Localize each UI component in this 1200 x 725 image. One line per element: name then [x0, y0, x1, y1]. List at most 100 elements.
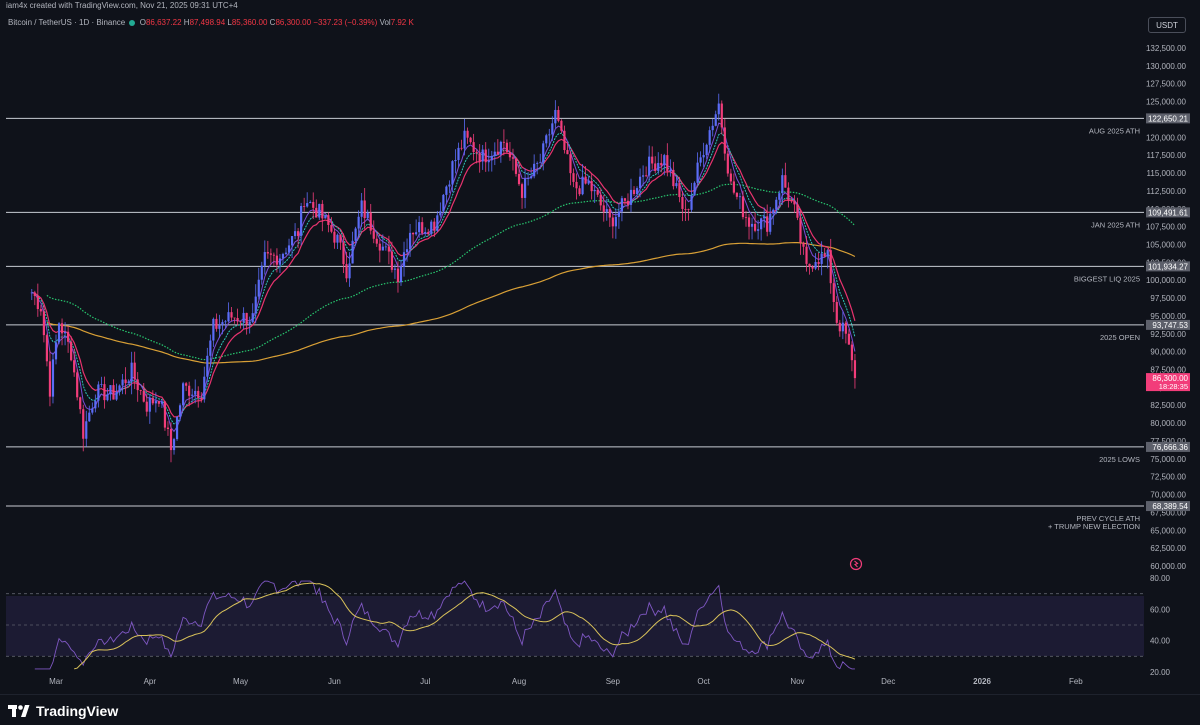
- candle[interactable]: [811, 265, 814, 272]
- candle[interactable]: [563, 125, 566, 154]
- candle[interactable]: [569, 151, 572, 186]
- candle[interactable]: [369, 203, 372, 235]
- candle[interactable]: [136, 372, 139, 402]
- symbol-name[interactable]: Bitcoin / TetherUS · 1D · Binance: [8, 18, 126, 27]
- candle[interactable]: [808, 263, 811, 275]
- candle[interactable]: [623, 197, 627, 206]
- candle[interactable]: [611, 213, 614, 239]
- candle[interactable]: [651, 146, 654, 169]
- candle[interactable]: [399, 259, 403, 286]
- candle[interactable]: [548, 128, 551, 147]
- candle[interactable]: [820, 241, 823, 276]
- candle[interactable]: [200, 392, 203, 403]
- candle[interactable]: [157, 400, 160, 407]
- candle[interactable]: [729, 168, 732, 185]
- candle[interactable]: [197, 386, 200, 408]
- candle[interactable]: [242, 307, 245, 330]
- candle[interactable]: [121, 373, 124, 395]
- candle[interactable]: [505, 139, 509, 153]
- candle[interactable]: [626, 193, 630, 210]
- candle[interactable]: [523, 168, 527, 209]
- candle[interactable]: [772, 208, 775, 225]
- candle[interactable]: [760, 217, 763, 241]
- candle[interactable]: [493, 142, 496, 166]
- candle[interactable]: [194, 379, 197, 404]
- candle[interactable]: [51, 352, 55, 404]
- candle[interactable]: [590, 173, 593, 200]
- candle[interactable]: [814, 253, 817, 271]
- candle[interactable]: [172, 437, 176, 455]
- candle[interactable]: [787, 182, 790, 208]
- candle[interactable]: [275, 248, 279, 273]
- candle[interactable]: [638, 168, 642, 198]
- candle[interactable]: [421, 217, 424, 236]
- candle[interactable]: [850, 341, 854, 372]
- candle[interactable]: [363, 188, 366, 230]
- candle[interactable]: [248, 316, 251, 334]
- candle[interactable]: [94, 394, 97, 413]
- candle[interactable]: [678, 176, 681, 203]
- candle[interactable]: [342, 233, 345, 274]
- candle[interactable]: [448, 180, 451, 194]
- candle[interactable]: [312, 192, 315, 220]
- candle[interactable]: [681, 190, 684, 222]
- candle[interactable]: [472, 133, 475, 161]
- candle[interactable]: [490, 150, 493, 172]
- candle[interactable]: [593, 184, 596, 204]
- candle[interactable]: [330, 217, 333, 234]
- candle[interactable]: [182, 381, 185, 410]
- candle[interactable]: [578, 185, 581, 197]
- candle[interactable]: [832, 278, 835, 313]
- candle[interactable]: [118, 384, 121, 396]
- candle[interactable]: [608, 207, 611, 227]
- candle[interactable]: [463, 119, 466, 156]
- candle[interactable]: [306, 192, 309, 208]
- candle[interactable]: [145, 393, 148, 417]
- candle[interactable]: [166, 421, 170, 436]
- candle[interactable]: [496, 139, 499, 155]
- candle[interactable]: [675, 177, 678, 189]
- candle[interactable]: [133, 351, 136, 390]
- candle[interactable]: [48, 350, 52, 407]
- candle[interactable]: [527, 172, 530, 186]
- candle[interactable]: [484, 142, 487, 172]
- candle[interactable]: [763, 207, 766, 228]
- candle[interactable]: [826, 248, 829, 269]
- candle[interactable]: [632, 186, 636, 196]
- candle[interactable]: [357, 210, 360, 239]
- candle[interactable]: [297, 228, 300, 249]
- candle[interactable]: [720, 100, 723, 135]
- candle[interactable]: [188, 381, 191, 407]
- candle[interactable]: [699, 151, 702, 167]
- candle[interactable]: [575, 173, 578, 200]
- candle[interactable]: [272, 252, 275, 266]
- candle[interactable]: [154, 392, 157, 413]
- candle[interactable]: [408, 224, 412, 257]
- candle[interactable]: [629, 178, 633, 213]
- candle[interactable]: [245, 312, 248, 335]
- candle[interactable]: [321, 200, 324, 232]
- candle[interactable]: [714, 110, 717, 127]
- candle[interactable]: [309, 200, 312, 204]
- candle[interactable]: [790, 197, 793, 204]
- candle[interactable]: [278, 254, 282, 273]
- candle[interactable]: [384, 242, 387, 251]
- candle[interactable]: [508, 141, 512, 161]
- candle[interactable]: [717, 93, 720, 121]
- candle[interactable]: [823, 248, 826, 258]
- candle[interactable]: [802, 241, 805, 255]
- candle[interactable]: [106, 388, 109, 402]
- candle[interactable]: [57, 322, 61, 345]
- candle[interactable]: [54, 334, 58, 365]
- candle[interactable]: [645, 166, 648, 178]
- candle[interactable]: [499, 140, 502, 163]
- candle[interactable]: [738, 192, 742, 210]
- candle[interactable]: [281, 252, 285, 265]
- candle[interactable]: [753, 212, 757, 233]
- candle[interactable]: [224, 320, 227, 328]
- candle[interactable]: [387, 235, 390, 265]
- candle[interactable]: [530, 167, 533, 180]
- candle[interactable]: [287, 238, 291, 256]
- candle[interactable]: [708, 126, 711, 153]
- candle[interactable]: [702, 142, 705, 168]
